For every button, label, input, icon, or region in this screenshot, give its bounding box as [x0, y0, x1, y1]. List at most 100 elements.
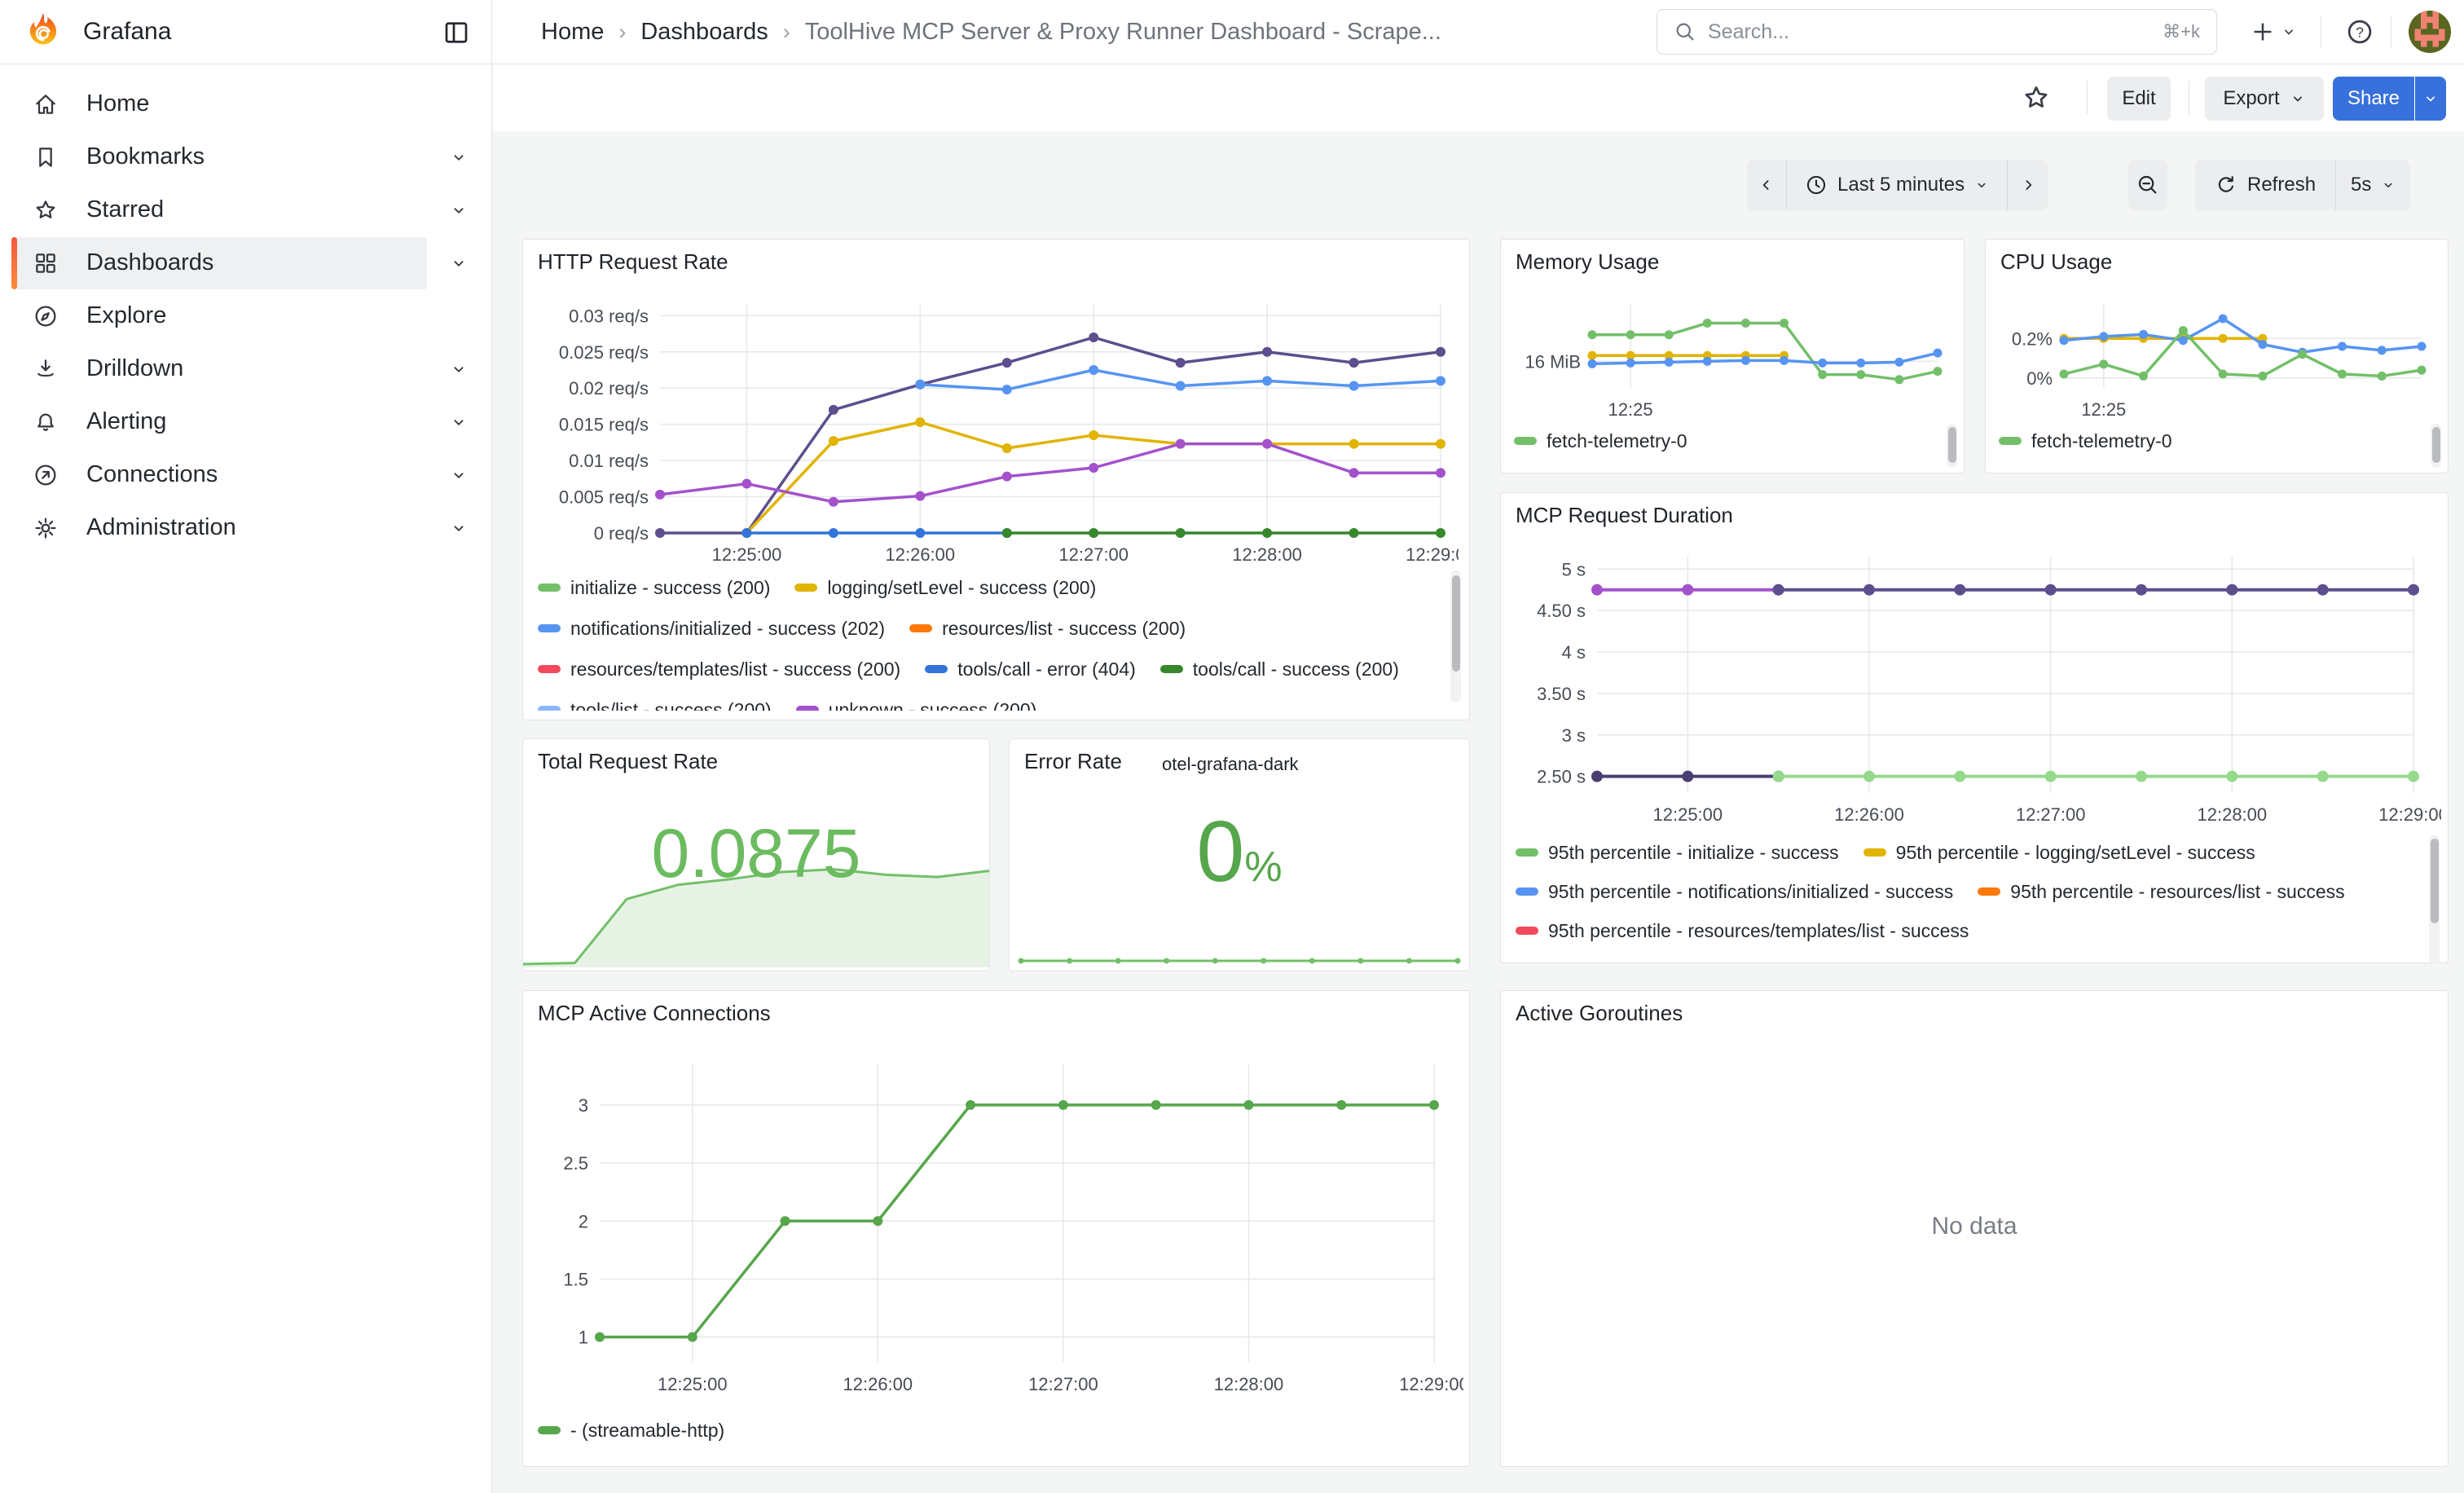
plus-icon	[2254, 23, 2272, 41]
favorite-dashboard-button[interactable]	[2017, 79, 2055, 117]
scrollbar-thumb[interactable]	[2431, 427, 2440, 463]
sidebar-item-label: Alerting	[86, 408, 167, 434]
search-box[interactable]: ⌘+k	[1657, 9, 2217, 55]
svg-text:12:25: 12:25	[1608, 399, 1653, 420]
legend-item[interactable]: unknown - success (200)	[795, 696, 1036, 711]
sidebar-item-highlight	[11, 184, 427, 236]
legend-item[interactable]: logging/setLevel - success (200)	[794, 574, 1096, 601]
panel-title: Error Rate	[1024, 749, 1122, 773]
sidebar-item-dashboards[interactable]: Dashboards	[11, 237, 481, 289]
mcp-active-connections-chart[interactable]: 1 1.5 2 2.5 3 12:25:00 12:26:00 12:27:00 12:28:0…	[530, 1038, 1463, 1407]
compass-icon	[35, 306, 56, 327]
legend-item[interactable]: tools/call - success (200)	[1159, 655, 1399, 683]
sidebar-item-highlight	[11, 343, 427, 395]
legend-item[interactable]: initialize - success (200)	[538, 574, 770, 601]
svg-text:0.02 req/s: 0.02 req/s	[569, 378, 649, 399]
sidebar-item-explore[interactable]: Explore	[11, 290, 481, 342]
legend-label: resources/list - success (200)	[942, 617, 1186, 639]
breadcrumb-item[interactable]: Home	[541, 18, 605, 45]
legend-item[interactable]: - (streamable-http)	[538, 1416, 724, 1444]
legend-item[interactable]: 95th percentile - resources/templates/li…	[1516, 917, 1969, 945]
refresh-interval-picker[interactable]: 5s	[2336, 160, 2410, 210]
svg-text:12:26:00: 12:26:00	[886, 544, 956, 565]
legend-label: initialize - success (200)	[570, 576, 771, 598]
help-button[interactable]: ?	[2340, 14, 2379, 50]
legend-item[interactable]: 95th percentile - logging/setLevel - suc…	[1863, 839, 2255, 866]
star-icon	[36, 200, 55, 218]
svg-text:12:25:00: 12:25:00	[1653, 804, 1723, 825]
sidebar-item-drilldown[interactable]: Drilldown	[11, 343, 481, 395]
sidebar-item-alerting[interactable]: Alerting	[11, 396, 481, 448]
chevron-down-icon	[2293, 96, 2302, 102]
panel-toggle-icon	[445, 22, 468, 43]
panel-mcp-active-connections: MCP Active Connections 1 1.5 2 2.5 3 12:25:00…	[522, 990, 1470, 1467]
grafana-logo-icon[interactable]	[23, 11, 64, 52]
svg-text:0 req/s: 0 req/s	[594, 523, 649, 544]
share-button[interactable]: Share	[2333, 77, 2414, 121]
legend-label: tools/list - success (200)	[570, 698, 772, 711]
panel-title: MCP Active Connections	[538, 1001, 771, 1025]
panel-active-goroutines: Active Goroutines No data	[1500, 990, 2449, 1467]
mcp-request-duration-chart[interactable]: 2.50 s 3 s 3.50 s 4 s 4.50 s 5 s 12:25:00 12:26…	[1506, 534, 2441, 832]
edit-button[interactable]: Edit	[2107, 77, 2171, 121]
toggle-sidebar-button[interactable]	[440, 16, 473, 49]
chevron-down-icon[interactable]	[450, 201, 468, 219]
legend-item[interactable]: fetch-telemetry-0	[1514, 427, 1687, 455]
svg-text:12:25:00: 12:25:00	[712, 544, 782, 565]
sidebar-item-administration[interactable]: Administration	[11, 502, 481, 554]
legend-item[interactable]: 95th percentile - initialize - success	[1516, 839, 1839, 866]
scrollbar-thumb[interactable]	[1947, 427, 1956, 463]
svg-text:12:29:00: 12:29:00	[1399, 1374, 1463, 1394]
legend-item[interactable]: 95th percentile - resources/list - succe…	[1978, 878, 2345, 905]
user-avatar[interactable]	[2409, 11, 2451, 53]
http-request-rate-chart[interactable]: 0 req/s 0.005 req/s 0.01 req/s 0.015 req/s 0…	[530, 284, 1459, 570]
legend-item[interactable]: notifications/initialized - success (202…	[538, 614, 885, 642]
memory-usage-chart[interactable]: 16 MiB 12:25	[1504, 274, 1954, 422]
chevron-down-icon[interactable]	[450, 519, 468, 537]
error-rate-sparkline[interactable]	[1010, 940, 1469, 969]
legend-label: 95th percentile - resources/templates/li…	[1548, 919, 1969, 941]
chevron-down-icon[interactable]	[450, 254, 468, 272]
panel-title: CPU Usage	[2000, 249, 2113, 274]
legend-swatch	[1978, 887, 2001, 896]
sidebar-item-home[interactable]: Home	[11, 78, 481, 130]
chevron-down-icon[interactable]	[450, 466, 468, 484]
svg-text:12:28:00: 12:28:00	[1214, 1374, 1284, 1394]
time-range-picker[interactable]: Last 5 minutes	[1787, 160, 2007, 210]
time-shift-back-button[interactable]	[1747, 160, 1786, 210]
breadcrumb-item[interactable]: Dashboards	[640, 18, 768, 45]
chevron-down-icon[interactable]	[450, 413, 468, 431]
chevron-down-icon[interactable]	[450, 148, 468, 166]
svg-text:12:27:00: 12:27:00	[1028, 1374, 1098, 1394]
legend-item[interactable]: 95th percentile - notifications/initiali…	[1516, 878, 1953, 905]
bell-icon	[37, 413, 54, 431]
search-input[interactable]	[1708, 20, 2152, 44]
sidebar-item-starred[interactable]: Starred	[11, 184, 481, 236]
time-shift-forward-button[interactable]	[2008, 160, 2048, 210]
legend-item[interactable]: resources/list - success (200)	[909, 614, 1186, 642]
cpu-usage-chart[interactable]: 0.2% 0% 12:25	[1989, 274, 2438, 422]
legend-item[interactable]: fetch-telemetry-0	[1999, 427, 2172, 455]
sidebar-item-bookmarks[interactable]: Bookmarks	[11, 131, 481, 183]
svg-text:12:27:00: 12:27:00	[1058, 544, 1129, 565]
legend-item[interactable]: tools/call - error (404)	[925, 655, 1136, 683]
share-button-group: Share	[2333, 77, 2446, 121]
total-request-rate-sparkline[interactable]	[523, 848, 989, 971]
scrollbar-thumb[interactable]	[1451, 575, 1460, 672]
chevron-left-icon	[1762, 180, 1769, 190]
chevron-down-icon[interactable]	[450, 360, 468, 378]
share-menu-button[interactable]	[2415, 77, 2446, 121]
legend-item[interactable]: tools/list - success (200)	[538, 696, 772, 711]
zoom-out-time-button[interactable]	[2128, 160, 2167, 210]
panel-http-request-rate: HTTP Request Rate 0 req/s 0.005 req/s 0.01…	[522, 239, 1470, 720]
add-new-button[interactable]	[2239, 14, 2308, 50]
http-legend: initialize - success (200) logging/setLev…	[538, 574, 1434, 711]
breadcrumb: Home › Dashboards › ToolHive MCP Server & Pr…	[541, 0, 1441, 64]
svg-text:3 s: 3 s	[1562, 725, 1586, 746]
legend-item[interactable]: resources/templates/list - success (200)	[538, 655, 900, 683]
divider	[2007, 160, 2009, 210]
sidebar-item-connections[interactable]: Connections	[11, 449, 481, 501]
refresh-button[interactable]: Refresh	[2195, 160, 2335, 210]
export-button[interactable]: Export	[2205, 77, 2324, 121]
scrollbar-thumb[interactable]	[2430, 839, 2439, 923]
